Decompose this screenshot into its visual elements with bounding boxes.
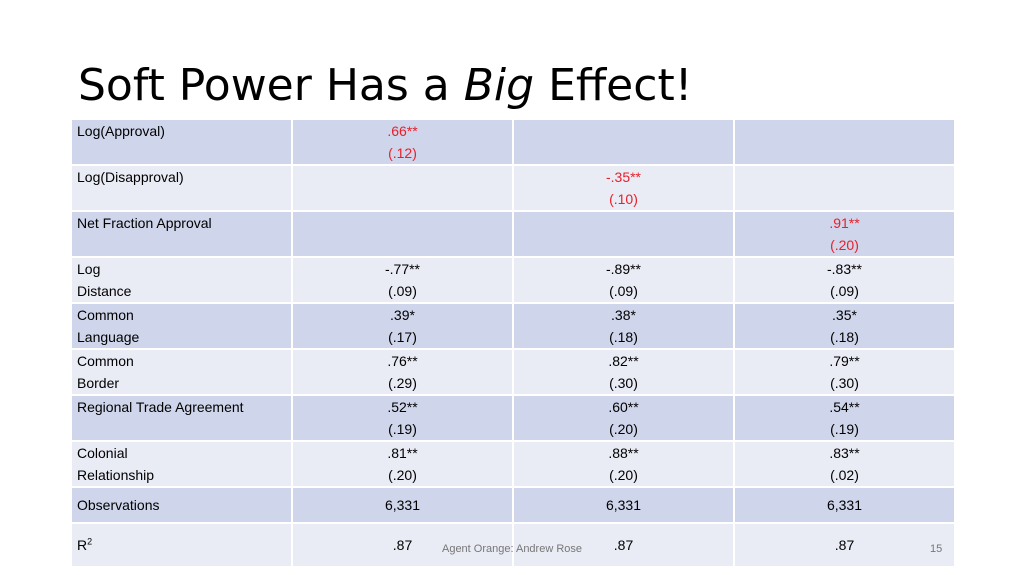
- row-label: Net Fraction Approval: [70, 210, 293, 258]
- r2-cell: .87: [512, 522, 735, 568]
- page-number: 15: [930, 543, 943, 555]
- coef-cell: [733, 118, 956, 166]
- row-label: Common Language: [70, 302, 293, 350]
- table-row-r-squared: R2 .87 .87 .87: [70, 522, 956, 568]
- row-label: Regional Trade Agreement: [70, 394, 293, 442]
- coef-cell: -.35** (.10): [512, 164, 735, 212]
- coef-cell: .91** (.20): [733, 210, 956, 258]
- table-row-net-fraction-approval: Net Fraction Approval .91** (.20): [70, 210, 956, 258]
- coef-cell: -.89** (.09): [512, 256, 735, 304]
- coef-cell: .88** (.20): [512, 440, 735, 488]
- coef-cell: [291, 210, 514, 258]
- table-row-regional-trade-agreement: Regional Trade Agreement .52** (.19) .60*…: [70, 394, 956, 442]
- title-emphasis: Big: [463, 60, 535, 111]
- row-label: Common Border: [70, 348, 293, 396]
- r2-cell: .87: [733, 522, 956, 568]
- r2-cell: .87: [291, 522, 514, 568]
- superscript: 2: [87, 536, 93, 547]
- coef-cell: .35* (.18): [733, 302, 956, 350]
- row-label: Colonial Relationship: [70, 440, 293, 488]
- coef-cell: .81** (.20): [291, 440, 514, 488]
- row-label: R2: [70, 522, 293, 568]
- coef-cell: [291, 164, 514, 212]
- table-row-log-approval: Log(Approval) .66** (.12): [70, 118, 956, 166]
- obs-cell: 6,331: [291, 486, 514, 524]
- coef-cell: .79** (.30): [733, 348, 956, 396]
- coef-cell: .38* (.18): [512, 302, 735, 350]
- row-label: Log Distance: [70, 256, 293, 304]
- slide-title: Soft Power Has a Big Effect!: [78, 56, 692, 116]
- title-post: Effect!: [534, 60, 693, 111]
- coef-cell: .60** (.20): [512, 394, 735, 442]
- table-row-colonial-relationship: Colonial Relationship .81** (.20) .88** (.2…: [70, 440, 956, 488]
- coef-cell: -.77** (.09): [291, 256, 514, 304]
- slide-footer: Agent Orange: Andrew Rose: [441, 543, 583, 555]
- coef-cell: .52** (.19): [291, 394, 514, 442]
- obs-cell: 6,331: [733, 486, 956, 524]
- obs-cell: 6,331: [512, 486, 735, 524]
- row-label: Observations: [70, 486, 293, 524]
- coef-cell: -.83** (.09): [733, 256, 956, 304]
- coef-cell: [512, 118, 735, 166]
- coef-cell: .54** (.19): [733, 394, 956, 442]
- regression-table: Log(Approval) .66** (.12) Log(Disapproval…: [70, 118, 956, 568]
- coef-cell: .83** (.02): [733, 440, 956, 488]
- title-pre: Soft Power Has a: [78, 60, 464, 111]
- coef-cell: .82** (.30): [512, 348, 735, 396]
- coef-cell: [733, 164, 956, 212]
- table-row-common-border: Common Border .76** (.29) .82** (.30) .79**…: [70, 348, 956, 396]
- coef-cell: .39* (.17): [291, 302, 514, 350]
- row-label: Log(Approval): [70, 118, 293, 166]
- table-row-log-distance: Log Distance -.77** (.09) -.89** (.09) -.83…: [70, 256, 956, 304]
- table-row-observations: Observations 6,331 6,331 6,331: [70, 486, 956, 524]
- coef-cell: .66** (.12): [291, 118, 514, 166]
- table-row-common-language: Common Language .39* (.17) .38* (.18) .35*(…: [70, 302, 956, 350]
- coef-cell: .76** (.29): [291, 348, 514, 396]
- table-row-log-disapproval: Log(Disapproval) -.35** (.10): [70, 164, 956, 212]
- row-label: Log(Disapproval): [70, 164, 293, 212]
- coef-cell: [512, 210, 735, 258]
